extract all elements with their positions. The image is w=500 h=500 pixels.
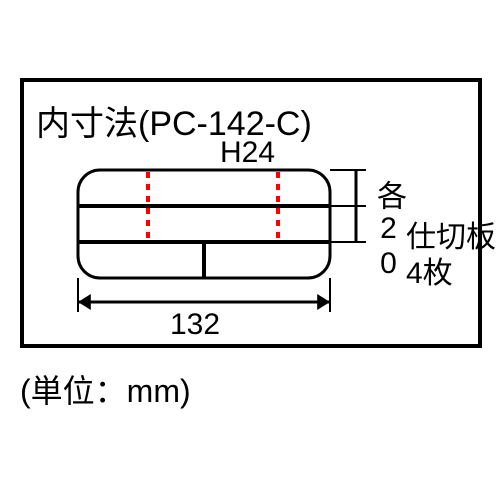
dim-vertical-value: 各20	[366, 180, 410, 282]
partition-label: 仕切板4枚	[406, 220, 496, 292]
unit-label: (単位：mm)	[20, 366, 191, 412]
dim-horizontal-value: 132	[170, 308, 220, 342]
diagram-root: 内寸法(PC-142-C) H24 132 各20 仕切板4枚 (単位：mm)	[0, 0, 500, 500]
box-group	[78, 170, 366, 312]
